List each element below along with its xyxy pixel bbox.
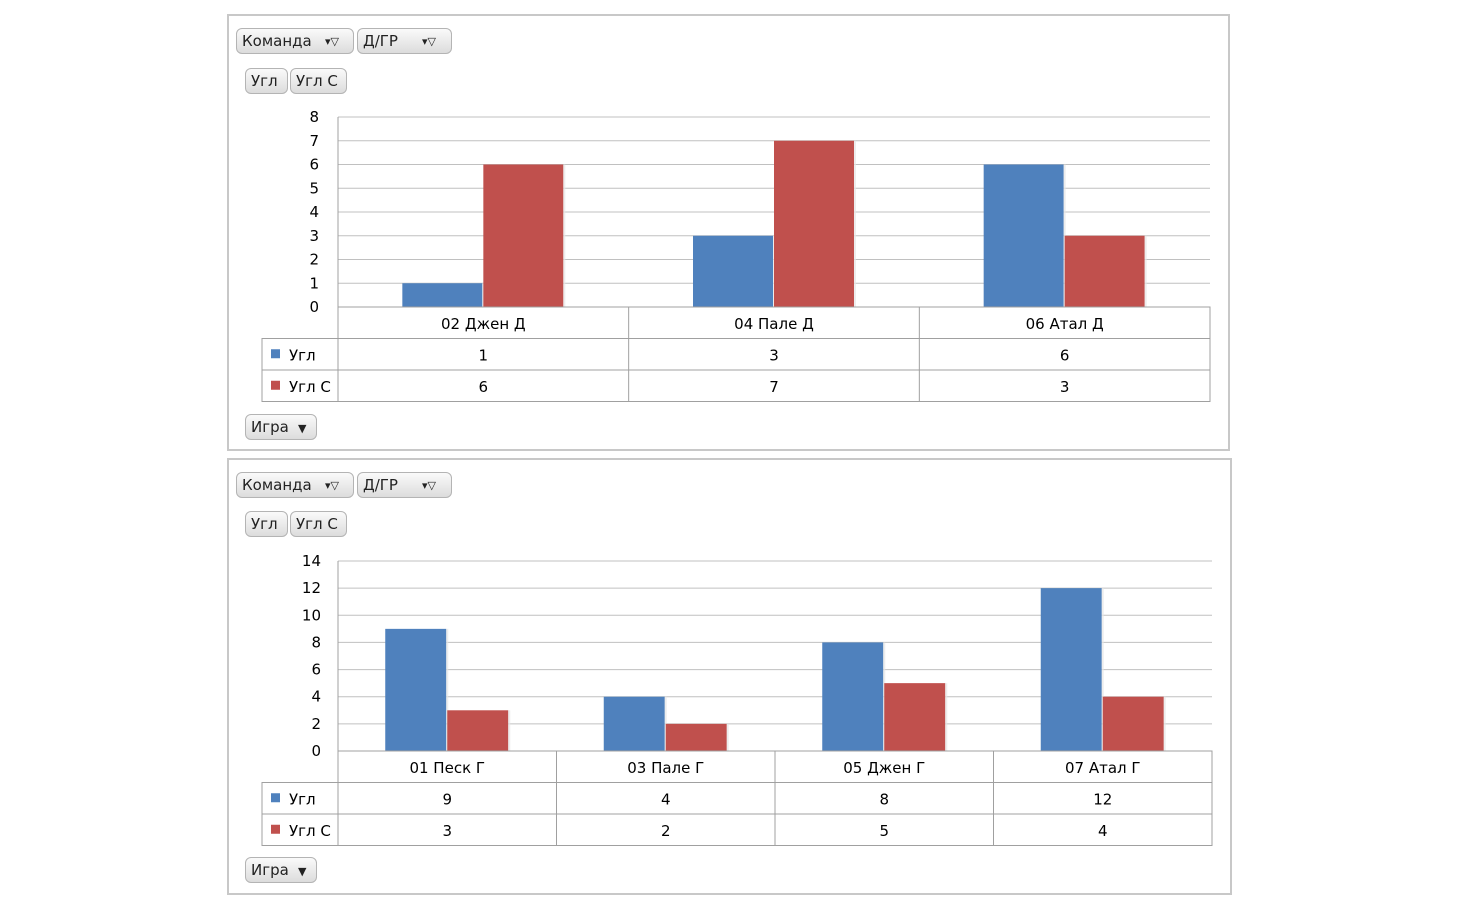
category-label: 01 Песк Г xyxy=(409,759,485,777)
bar-shadow xyxy=(854,140,856,307)
data-label: 3 xyxy=(1060,378,1070,396)
category-label: 04 Пале Д xyxy=(734,315,814,333)
game-filter-button[interactable]: Игра ▼ xyxy=(245,414,317,440)
data-label: 6 xyxy=(1060,346,1070,364)
bar-shadow xyxy=(1163,696,1166,751)
bar-shadow xyxy=(945,683,948,751)
bar-shadow xyxy=(508,710,511,751)
y-tick-label: 0 xyxy=(311,742,321,760)
legend-entry: Угл С xyxy=(289,822,331,840)
category-label: 06 Атал Д xyxy=(1026,315,1104,333)
bar-ugl-s xyxy=(884,683,946,751)
value-button-ugl[interactable]: Угл xyxy=(245,511,288,537)
filter-icon: ▾▽ xyxy=(325,479,339,492)
bar-shadow xyxy=(1101,588,1104,751)
bar-ugl-s xyxy=(1064,235,1145,307)
legend-entry: Угл xyxy=(289,346,316,364)
y-tick-label: 6 xyxy=(309,156,319,174)
y-tick-label: 7 xyxy=(309,132,319,150)
y-tick-label: 2 xyxy=(309,251,319,269)
pivot-chart-panel-1: Команда ▾▽ Д/ГР ▾▽ Угл Угл С 0 1 2 3 4 5 6 7 8 02… xyxy=(227,14,1230,451)
chevron-down-icon: ▼ xyxy=(298,422,307,435)
bar-ugl xyxy=(385,628,447,751)
filter-icon: ▾▽ xyxy=(422,479,436,492)
y-tick-label: 8 xyxy=(311,633,321,651)
bar-shadow xyxy=(1144,235,1147,307)
bar-ugl-s xyxy=(1102,696,1164,751)
y-tick-label: 10 xyxy=(302,606,321,624)
data-label: 3 xyxy=(769,346,779,364)
square-icon xyxy=(271,824,280,834)
filter-icon: ▾▽ xyxy=(422,35,436,48)
bar-shadow xyxy=(446,628,449,751)
value-button-ugl[interactable]: Угл xyxy=(245,68,288,94)
y-tick-label: 2 xyxy=(311,715,321,733)
bar-ugl-s xyxy=(447,710,509,751)
bar-ugl xyxy=(603,696,665,751)
category-label: 05 Джен Г xyxy=(843,759,925,777)
bar-shadow xyxy=(726,723,729,751)
bar-ugl-s xyxy=(665,723,727,751)
bar-ugl xyxy=(402,283,483,307)
y-tick-label: 4 xyxy=(311,688,321,706)
category-label: 03 Пале Г xyxy=(627,759,704,777)
bar-shadow xyxy=(563,164,566,307)
filter-icon: ▾▽ xyxy=(325,35,339,48)
square-icon xyxy=(271,380,280,390)
pivot-chart-panel-2: Команда ▾▽ Д/ГР ▾▽ Угл Угл С 0 2 4 6 8 10 12 14… xyxy=(227,458,1232,895)
y-tick-label: 6 xyxy=(311,661,321,679)
data-label: 1 xyxy=(479,346,489,364)
bar-ugl xyxy=(983,164,1064,307)
data-label: 3 xyxy=(442,822,452,840)
data-label: 6 xyxy=(479,378,489,396)
bar-chart-1: 0 1 2 3 4 5 6 7 8 02 Джен Д 04 Пале Д 06 Атал Д Угл 1… xyxy=(261,108,1211,402)
bar-chart-2: 0 2 4 6 8 10 12 14 01 Песк Г 03 Пале Г 05 Джен Г 07… xyxy=(261,552,1213,846)
legend-entry: Угл С xyxy=(289,378,331,396)
y-tick-label: 8 xyxy=(309,108,319,126)
bar-ugl-s xyxy=(483,164,564,307)
data-label: 4 xyxy=(1098,822,1108,840)
y-tick-label: 12 xyxy=(302,579,321,597)
bar-shadow xyxy=(482,283,485,307)
bar-ugl xyxy=(822,642,884,751)
category-label: 07 Атал Г xyxy=(1065,759,1141,777)
bar-ugl xyxy=(1040,588,1102,751)
y-tick-label: 3 xyxy=(309,227,319,245)
category-label: 02 Джен Д xyxy=(441,315,526,333)
value-button-ugl-s[interactable]: Угл С xyxy=(290,68,347,94)
data-label: 9 xyxy=(442,790,452,808)
game-filter-button[interactable]: Игра ▼ xyxy=(245,857,317,883)
team-filter-button[interactable]: Команда ▾▽ xyxy=(236,28,354,54)
data-label: 8 xyxy=(879,790,889,808)
data-label: 7 xyxy=(769,378,779,396)
y-tick-label: 4 xyxy=(309,203,319,221)
bar-ugl xyxy=(693,235,773,307)
value-button-ugl-s[interactable]: Угл С xyxy=(290,511,347,537)
data-label: 12 xyxy=(1093,790,1112,808)
y-tick-label: 14 xyxy=(302,552,321,570)
data-label: 5 xyxy=(879,822,889,840)
data-label: 2 xyxy=(661,822,671,840)
square-icon xyxy=(271,793,280,803)
y-tick-label: 5 xyxy=(309,179,319,197)
bar-ugl-s xyxy=(774,140,854,307)
legend-entry: Угл xyxy=(289,790,316,808)
chevron-down-icon: ▼ xyxy=(298,865,307,878)
dgr-filter-button[interactable]: Д/ГР ▾▽ xyxy=(357,28,452,54)
y-tick-label: 0 xyxy=(309,298,319,316)
square-icon xyxy=(271,349,280,359)
y-tick-label: 1 xyxy=(309,274,319,292)
team-filter-button[interactable]: Команда ▾▽ xyxy=(236,472,354,498)
data-label: 4 xyxy=(661,790,671,808)
dgr-filter-button[interactable]: Д/ГР ▾▽ xyxy=(357,472,452,498)
